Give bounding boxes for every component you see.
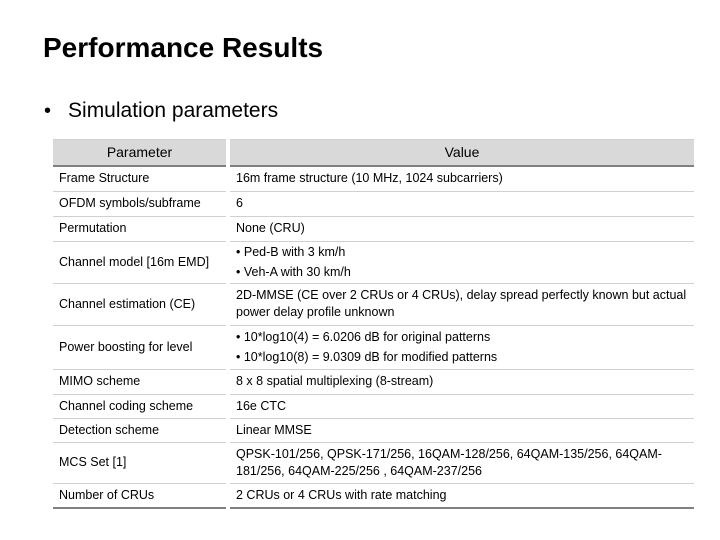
value-list-item: Veh-A with 30 km/h <box>236 262 688 282</box>
table-row: Permutation None (CRU) <box>53 215 694 242</box>
param-cell: OFDM symbols/subframe <box>53 190 229 217</box>
param-cell: Detection scheme <box>53 417 229 443</box>
table-header-row: Parameter Value <box>53 139 694 167</box>
bullet-dot-icon: • <box>44 99 52 122</box>
param-cell: Permutation <box>53 215 229 242</box>
bullet-item: • Simulation parameters <box>44 99 278 123</box>
table-row: MCS Set [1] QPSK-101/256, QPSK-171/256, … <box>53 441 694 484</box>
value-cell: Linear MMSE <box>226 417 694 443</box>
value-list-item: 10*log10(8) = 9.0309 dB for modified pat… <box>236 347 688 367</box>
param-cell: MIMO scheme <box>53 368 229 395</box>
value-cell: 8 x 8 spatial multiplexing (8-stream) <box>226 368 694 395</box>
page-title: Performance Results <box>43 32 324 63</box>
value-list-item: 10*log10(4) = 6.0206 dB for original pat… <box>236 327 688 347</box>
table-row: OFDM symbols/subframe 6 <box>53 190 694 217</box>
parameters-table: Parameter Value Frame Structure 16m fram… <box>53 139 694 509</box>
param-cell: Channel estimation (CE) <box>53 282 229 326</box>
table-row: Frame Structure 16m frame structure (10 … <box>53 165 694 192</box>
param-cell: Channel coding scheme <box>53 393 229 419</box>
table-row: Channel model [16m EMD] Ped-B with 3 km/… <box>53 240 694 284</box>
value-cell: 16e CTC <box>226 393 694 419</box>
value-cell: 6 <box>226 190 694 217</box>
table-row: Channel estimation (CE) 2D-MMSE (CE over… <box>53 282 694 326</box>
table-row: MIMO scheme 8 x 8 spatial multiplexing (… <box>53 368 694 395</box>
param-cell: Number of CRUs <box>53 482 229 509</box>
value-cell: 2D-MMSE (CE over 2 CRUs or 4 CRUs), dela… <box>226 282 694 326</box>
table-row: Number of CRUs 2 CRUs or 4 CRUs with rat… <box>53 482 694 509</box>
value-cell: 2 CRUs or 4 CRUs with rate matching <box>226 482 694 509</box>
table-row: Detection scheme Linear MMSE <box>53 417 694 443</box>
value-cell: QPSK-101/256, QPSK-171/256, 16QAM-128/25… <box>226 441 694 484</box>
table-row: Power boosting for level 10*log10(4) = 6… <box>53 324 694 370</box>
value-cell: 10*log10(4) = 6.0206 dB for original pat… <box>226 324 694 370</box>
param-cell: Power boosting for level <box>53 324 229 370</box>
value-cell: Ped-B with 3 km/h Veh-A with 30 km/h <box>226 240 694 284</box>
bullet-text: Simulation parameters <box>68 99 279 122</box>
column-header-parameter: Parameter <box>53 139 228 167</box>
value-cell: None (CRU) <box>226 215 694 242</box>
value-cell: 16m frame structure (10 MHz, 1024 subcar… <box>226 165 694 192</box>
param-cell: MCS Set [1] <box>53 441 229 484</box>
value-list-item: Ped-B with 3 km/h <box>236 242 688 262</box>
param-cell: Channel model [16m EMD] <box>53 240 229 284</box>
table-row: Channel coding scheme 16e CTC <box>53 393 694 419</box>
column-header-value: Value <box>226 139 694 167</box>
param-cell: Frame Structure <box>53 165 229 192</box>
